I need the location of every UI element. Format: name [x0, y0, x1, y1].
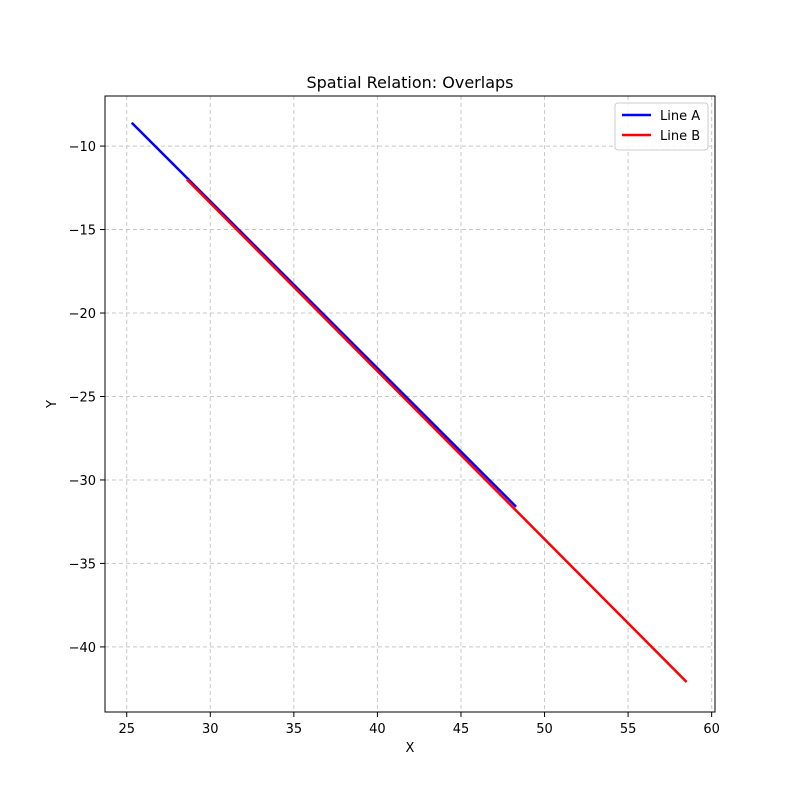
legend-label-line-b: Line B: [660, 129, 700, 144]
x-tick-label: 45: [453, 722, 470, 737]
x-tick-label: 25: [118, 722, 135, 737]
chart-title: Spatial Relation: Overlaps: [306, 73, 513, 92]
legend: Line A Line B: [614, 102, 709, 151]
series-line-line-b: [186, 178, 688, 683]
x-tick-label: 30: [202, 722, 219, 737]
grid-layer: [105, 96, 715, 712]
x-tick-label: 40: [369, 722, 386, 737]
y-tick-label: −20: [69, 307, 96, 322]
y-axis-label: Y: [45, 400, 60, 409]
y-tick-label: −15: [69, 224, 96, 239]
y-tick-label: −35: [69, 557, 96, 572]
x-axis-label: X: [406, 741, 415, 756]
y-tick-label: −25: [69, 390, 96, 405]
y-tick-label: −40: [69, 641, 96, 656]
y-tick-label: −30: [69, 474, 96, 489]
legend-label-line-a: Line A: [660, 109, 700, 124]
x-tick-label: 55: [620, 722, 637, 737]
x-tick-label: 35: [286, 722, 303, 737]
plot-frame: [104, 95, 716, 713]
x-tick-label: 50: [536, 722, 553, 737]
series-layer: [130, 121, 688, 683]
x-tick-label: 60: [703, 722, 720, 737]
y-tick-label: −10: [69, 140, 96, 155]
tick-layer: 25 30 35 40 45 50 55 60 −10 −15 −20 −25 −30 −35 −40: [69, 140, 720, 737]
